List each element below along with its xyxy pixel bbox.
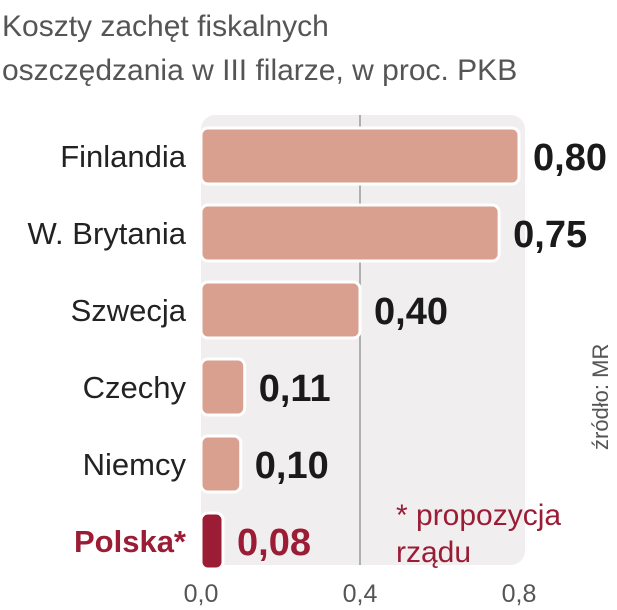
category-labels: Finlandia W. Brytania Szwecja Czechy Niemcy P… [28, 139, 187, 559]
value-label-2: 0,40 [374, 291, 448, 333]
value-label-3: 0,11 [259, 368, 331, 410]
footnote-line-1: * propozycja [396, 499, 561, 532]
category-label-5: Polska* [74, 524, 187, 559]
chart-title: Koszty zachęt fiskalnych oszczędzania w … [2, 10, 517, 87]
chart-title-line-2: oszczędzania w III filarze, w proc. PKB [2, 54, 517, 87]
footnote-line-2: rządu [396, 536, 471, 569]
value-label-1: 0,75 [513, 214, 587, 256]
x-tick-label-2: 0,8 [502, 580, 537, 608]
bar-5 [199, 511, 225, 571]
footnote: * propozycja rządu [396, 499, 561, 569]
bar-1 [199, 203, 501, 263]
category-label-0: Finlandia [60, 139, 187, 174]
bars [199, 126, 521, 571]
x-tick-label-0: 0,0 [184, 580, 219, 608]
chart-title-line-1: Koszty zachęt fiskalnych [2, 10, 329, 43]
category-label-1: W. Brytania [28, 216, 187, 251]
x-tick-labels: 0,0 0,4 0,8 [184, 580, 537, 608]
bar-3 [199, 357, 247, 417]
value-label-4: 0,10 [255, 445, 329, 487]
value-labels: 0,80 0,75 0,40 0,11 0,10 0,08 [237, 137, 607, 564]
source-note: źródło: MR [588, 344, 613, 450]
value-label-5: 0,08 [237, 522, 311, 564]
x-tick-label-1: 0,4 [343, 580, 378, 608]
value-label-0: 0,80 [533, 137, 607, 179]
category-label-2: Szwecja [71, 293, 187, 328]
category-label-3: Czechy [83, 370, 187, 405]
bar-0 [199, 126, 521, 186]
bar-2 [199, 280, 362, 340]
category-label-4: Niemcy [83, 447, 187, 482]
bar-4 [199, 434, 243, 494]
